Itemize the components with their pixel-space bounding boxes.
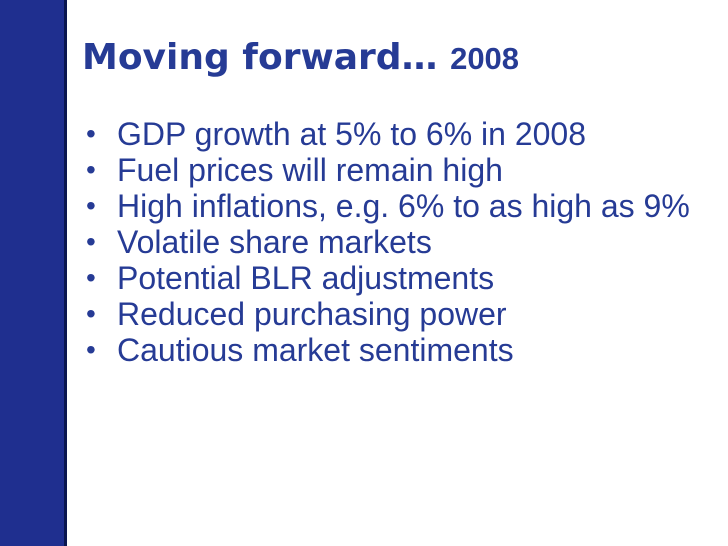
bullet-text: GDP growth at 5% to 6% in 2008 (117, 116, 587, 152)
bullet-item: • Volatile share markets (86, 224, 716, 260)
bullet-text: Fuel prices will remain high (117, 152, 503, 188)
bullet-item: • Reduced purchasing power (86, 296, 716, 332)
bullet-list: • GDP growth at 5% to 6% in 2008 • Fuel … (86, 116, 716, 368)
bullet-dot-icon: • (86, 118, 96, 149)
slide-title-text: Moving forward… (82, 37, 438, 78)
left-accent-divider (64, 0, 67, 546)
bullet-item: • GDP growth at 5% to 6% in 2008 (86, 116, 716, 152)
bullet-dot-icon: • (86, 298, 96, 329)
bullet-item: • Fuel prices will remain high (86, 152, 716, 188)
bullet-item: • High inflations, e.g. 6% to as high as… (86, 188, 716, 224)
bullet-item: • Potential BLR adjustments (86, 260, 716, 296)
bullet-dot-icon: • (86, 226, 96, 257)
bullet-dot-icon: • (86, 262, 96, 293)
bullet-text: Potential BLR adjustments (117, 260, 495, 296)
bullet-text: Cautious market sentiments (117, 332, 514, 368)
bullet-text: Volatile share markets (117, 224, 432, 260)
left-accent-band (0, 0, 64, 546)
bullet-dot-icon: • (86, 190, 96, 221)
bullet-text: Reduced purchasing power (117, 296, 507, 332)
slide-title-year: 2008 (450, 41, 520, 76)
bullet-dot-icon: • (86, 334, 96, 365)
bullet-text: High inflations, e.g. 6% to as high as 9… (117, 188, 690, 224)
slide-title: Moving forward… 2008 (82, 24, 519, 93)
bullet-dot-icon: • (86, 154, 96, 185)
bullet-item: • Cautious market sentiments (86, 332, 716, 368)
